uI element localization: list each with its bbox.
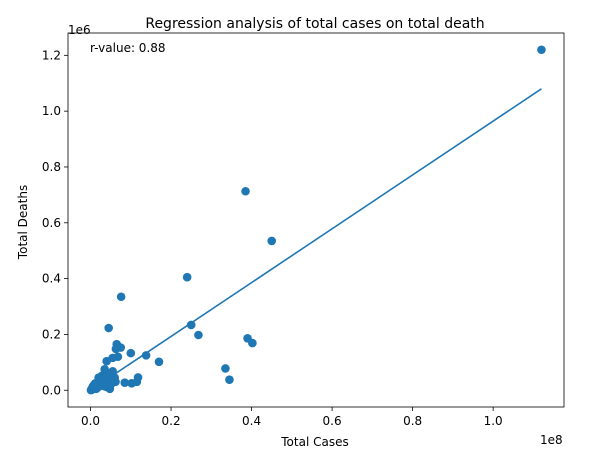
- x-tick-label: 0.2: [162, 414, 181, 428]
- data-point: [194, 330, 203, 340]
- x-tick-label: 1.0: [484, 414, 503, 428]
- data-point: [248, 338, 257, 348]
- plot-area: [86, 45, 546, 395]
- data-point: [120, 378, 130, 388]
- data-point: [241, 186, 250, 196]
- data-point: [267, 236, 277, 246]
- regression-line: [90, 88, 542, 391]
- y-tick-label: 0.4: [42, 272, 61, 286]
- r-value-annotation: r-value: 0.88: [90, 41, 166, 55]
- y-tick-label: 0.8: [42, 160, 61, 174]
- data-point: [111, 344, 121, 354]
- data-point: [87, 383, 97, 393]
- data-point: [186, 320, 196, 330]
- chart-title: Regression analysis of total cases on to…: [145, 16, 484, 32]
- data-point: [132, 377, 142, 387]
- data-point: [154, 357, 164, 367]
- data-point: [116, 292, 126, 302]
- data-point: [104, 323, 113, 333]
- y-tick-label: 1.2: [42, 48, 61, 62]
- y-tick-label: 0.2: [42, 327, 61, 341]
- x-tick-label: 0.0: [81, 414, 100, 428]
- data-point: [141, 351, 151, 360]
- x-scale-label: 1e8: [540, 433, 563, 447]
- data-point: [126, 348, 136, 358]
- y-tick-label: 0.0: [42, 383, 61, 397]
- data-point: [221, 364, 230, 373]
- x-tick-label: 0.6: [323, 414, 342, 428]
- data-point: [225, 375, 234, 384]
- data-point: [109, 376, 119, 385]
- x-tick-label: 0.8: [403, 414, 422, 428]
- x-axis-label: Total Cases: [280, 435, 348, 449]
- data-point: [103, 369, 112, 378]
- data-point: [182, 272, 192, 282]
- x-tick-label: 0.4: [242, 414, 261, 428]
- data-point: [102, 356, 111, 366]
- data-point: [537, 45, 546, 55]
- plot-frame: [67, 32, 565, 408]
- y-scale-label: 1e6: [68, 23, 91, 37]
- y-tick-label: 0.6: [42, 216, 61, 230]
- y-axis-label: Total Deaths: [16, 185, 30, 260]
- y-tick-label: 1.0: [42, 104, 61, 118]
